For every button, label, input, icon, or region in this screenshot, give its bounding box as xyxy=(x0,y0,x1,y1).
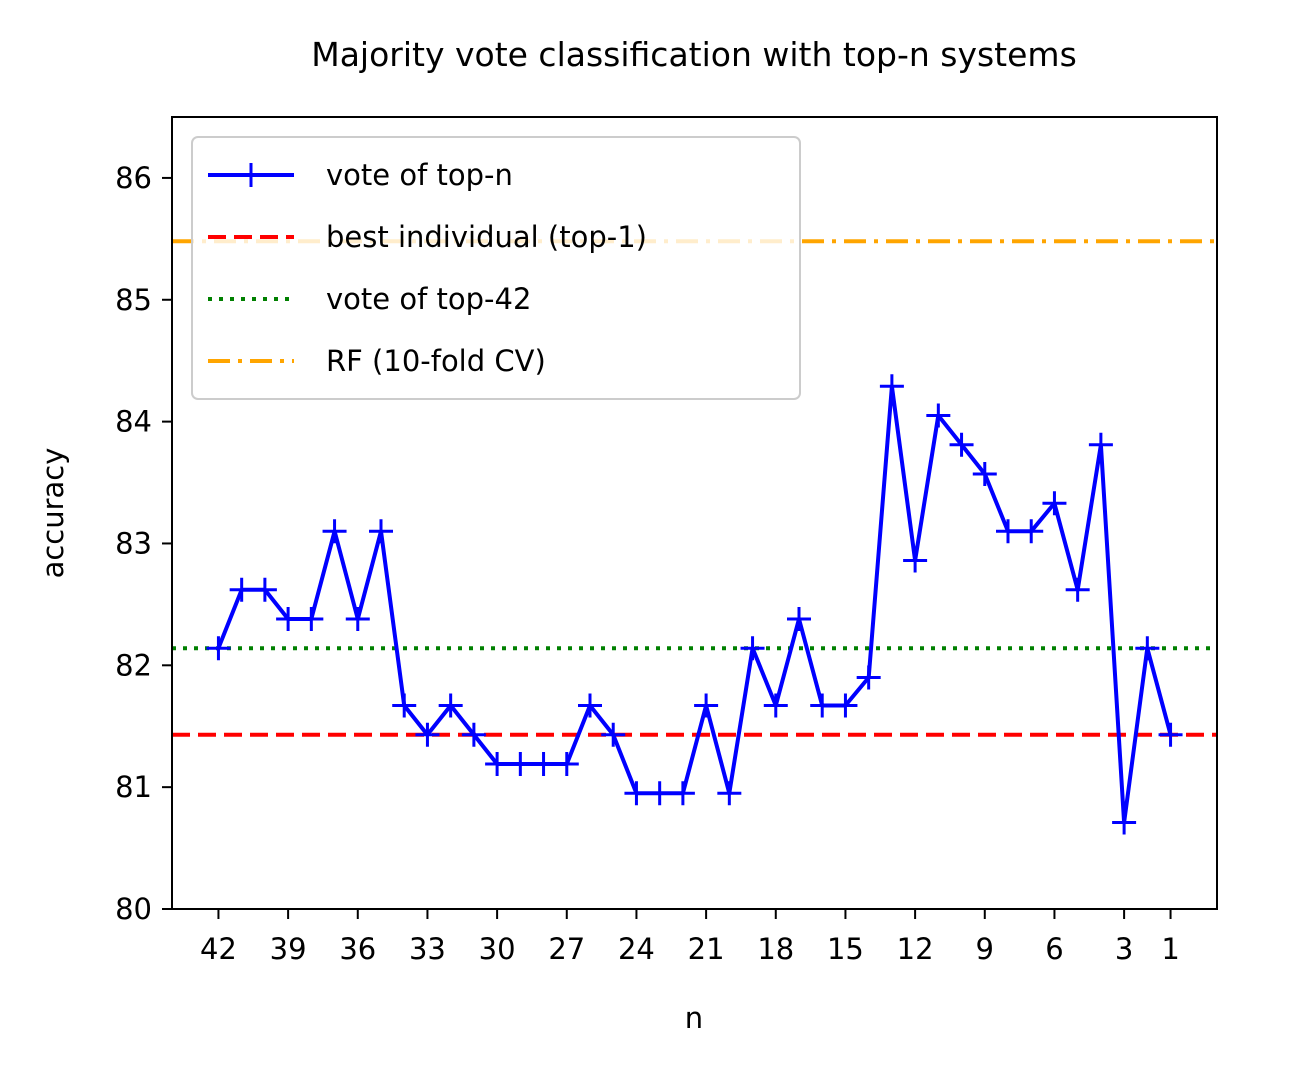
y-tick-label: 83 xyxy=(115,526,152,560)
x-tick-label: 15 xyxy=(827,932,864,966)
data-point xyxy=(647,781,672,806)
x-tick-label: 1 xyxy=(1161,932,1179,966)
data-point xyxy=(252,577,277,602)
data-point xyxy=(763,693,788,718)
x-tick-label: 36 xyxy=(339,932,376,966)
legend-label-0: vote of top-n xyxy=(326,158,513,192)
data-point xyxy=(276,607,301,632)
chart-title: Majority vote classification with top-n … xyxy=(311,35,1077,74)
data-point xyxy=(299,607,324,632)
data-point xyxy=(670,781,695,806)
x-tick-label: 24 xyxy=(618,932,655,966)
data-point xyxy=(856,665,881,690)
data-point xyxy=(438,693,463,718)
data-point xyxy=(833,693,858,718)
x-tick-label: 18 xyxy=(757,932,794,966)
data-point xyxy=(554,752,579,777)
legend-label-3: RF (10-fold CV) xyxy=(326,344,546,378)
data-point xyxy=(601,722,626,747)
data-point xyxy=(206,636,231,661)
data-point xyxy=(1135,636,1160,661)
x-tick-label: 3 xyxy=(1115,932,1133,966)
data-point xyxy=(717,781,742,806)
x-tick-label: 33 xyxy=(409,932,446,966)
x-tick-label: 9 xyxy=(976,932,994,966)
data-point xyxy=(1088,432,1113,457)
data-point xyxy=(1158,722,1183,747)
y-tick-label: 86 xyxy=(115,161,152,195)
data-point xyxy=(879,374,904,399)
x-tick-label: 6 xyxy=(1045,932,1063,966)
data-point xyxy=(229,577,254,602)
x-tick-label: 21 xyxy=(688,932,725,966)
data-point xyxy=(461,722,486,747)
y-tick-label: 84 xyxy=(115,405,152,439)
data-point xyxy=(1112,810,1137,835)
y-axis-label: accuracy xyxy=(36,448,70,579)
legend-box xyxy=(191,136,801,400)
data-point xyxy=(578,693,602,718)
legend-label-1: best individual (top-1) xyxy=(326,220,647,254)
x-tick-label: 39 xyxy=(270,932,307,966)
y-axis: 80 81 82 83 84 85 86 xyxy=(115,161,172,926)
data-point xyxy=(1042,491,1067,516)
x-axis: 42 39 36 33 30 27 24 21 18 15 12 9 6 3 1 xyxy=(200,909,1180,966)
y-tick-label: 81 xyxy=(115,770,152,804)
data-point xyxy=(624,781,649,806)
series-markers xyxy=(206,374,1183,835)
data-point xyxy=(787,607,811,632)
series-line-vote-of-top-n xyxy=(216,384,1173,825)
legend-marker xyxy=(239,163,263,187)
data-point xyxy=(531,752,556,777)
x-tick-label: 12 xyxy=(897,932,934,966)
y-tick-label: 85 xyxy=(115,283,152,317)
data-point xyxy=(972,462,997,487)
x-tick-label: 42 xyxy=(200,932,237,966)
data-point xyxy=(322,519,347,544)
data-point xyxy=(369,519,393,544)
legend: vote of top-n best individual (top-1) vote… xyxy=(191,136,801,400)
axes-frame xyxy=(171,116,1218,910)
data-point xyxy=(694,693,719,718)
data-point xyxy=(903,548,928,573)
data-point xyxy=(392,693,417,718)
data-point xyxy=(1019,519,1044,544)
data-point xyxy=(949,432,974,457)
y-tick-label: 80 xyxy=(115,892,152,926)
data-point xyxy=(1065,577,1090,602)
data-point xyxy=(740,636,765,661)
x-tick-label: 27 xyxy=(548,932,585,966)
data-point xyxy=(926,403,951,428)
y-tick-label: 82 xyxy=(115,648,152,682)
data-point xyxy=(810,693,835,718)
series-vote-of-top-n xyxy=(216,384,1173,825)
data-point xyxy=(996,519,1020,544)
data-point xyxy=(345,607,370,632)
data-point xyxy=(485,752,510,777)
data-point xyxy=(415,722,440,747)
legend-label-2: vote of top-42 xyxy=(326,282,531,316)
x-tick-label: 30 xyxy=(479,932,516,966)
x-axis-label: n xyxy=(685,1001,703,1035)
data-point xyxy=(508,752,533,777)
